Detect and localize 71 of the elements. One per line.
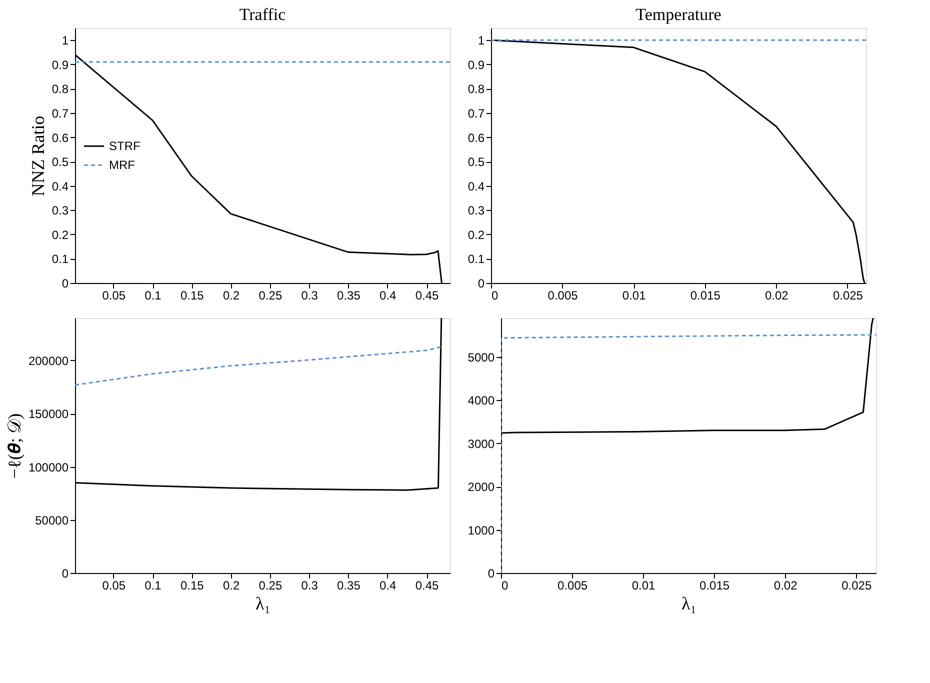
x-tick-label: 0.01: [622, 288, 646, 302]
y-tick-label: 3000: [468, 436, 495, 451]
y-tick-label: 0: [62, 276, 69, 290]
y-axis-title: NNZ Ratio: [28, 116, 48, 196]
x-tick-label: 0.35: [337, 578, 361, 592]
y-tick-label: 0.5: [52, 155, 69, 170]
x-tick-label: 0.01: [632, 578, 656, 592]
y-tick-label: 1000: [468, 523, 495, 538]
y-tick-label: 0.2: [52, 228, 69, 242]
x-tick-label: 0.1: [144, 288, 162, 302]
x-tick-label: 0.1: [144, 578, 162, 592]
y-tick-label: 4000: [468, 394, 495, 408]
y-tick-label: 0.5: [468, 155, 485, 170]
y-tick-label: 0.1: [468, 252, 485, 266]
x-tick-label: 0.02: [774, 578, 798, 592]
y-tick-label: 0.6: [52, 130, 69, 145]
x-tick-label: 0.05: [102, 578, 126, 592]
x-tick-label: 0.02: [764, 288, 789, 302]
legend-label: STRF: [109, 139, 140, 154]
y-tick-label: 0: [488, 566, 495, 580]
x-axis-title: λ₁: [255, 594, 271, 614]
x-tick-label: 0.15: [180, 288, 204, 302]
y-tick-label: 200000: [28, 354, 69, 368]
y-tick-label: 1: [478, 34, 485, 48]
y-tick-label: 0.4: [468, 179, 485, 194]
y-tick-label: 0.6: [468, 130, 485, 145]
x-tick-label: 0.025: [842, 578, 872, 592]
chart-title: Temperature: [636, 5, 722, 24]
y-tick-label: 1: [62, 34, 69, 48]
y-tick-label: 0.9: [52, 58, 69, 72]
y-tick-label: 0: [62, 566, 69, 580]
y-tick-label: 150000: [28, 407, 69, 422]
y-tick-label: 5000: [468, 350, 495, 364]
y-tick-label: 0.9: [468, 58, 485, 72]
y-tick-label: 0.2: [468, 228, 485, 242]
x-tick-label: 0.15: [180, 578, 204, 592]
y-tick-label: 0.4: [52, 179, 69, 194]
x-tick-label: 0.025: [832, 288, 864, 302]
x-axis-title: λ₁: [681, 594, 697, 614]
y-tick-label: 0.8: [468, 82, 485, 96]
x-tick-label: 0.005: [558, 578, 588, 592]
x-tick-label: 0.2: [222, 578, 240, 592]
legend-label: MRF: [109, 158, 135, 172]
x-tick-label: 0.005: [548, 288, 578, 302]
x-tick-label: 0.3: [301, 288, 318, 302]
y-tick-label: 0.3: [52, 204, 69, 218]
y-tick-label: 2000: [468, 480, 495, 494]
y-tick-label: 50000: [35, 513, 69, 528]
chart-title: Traffic: [239, 5, 286, 24]
y-tick-label: 100000: [28, 460, 69, 474]
x-tick-label: 0.25: [258, 288, 282, 302]
x-tick-label: 0.3: [301, 578, 318, 592]
x-tick-label: 0.2: [222, 288, 240, 302]
x-tick-label: 0.4: [380, 578, 397, 592]
y-tick-label: 0: [478, 276, 485, 290]
y-tick-label: 0.7: [52, 106, 69, 120]
y-axis-title: −ℓ(𝜽; 𝒟): [4, 413, 24, 479]
x-tick-label: 0: [502, 578, 508, 592]
line-series: [75, 346, 443, 386]
x-tick-label: 0.015: [690, 288, 721, 302]
x-tick-label: 0.45: [415, 288, 440, 302]
y-tick-label: 0.3: [468, 204, 485, 218]
x-tick-label: 0.35: [337, 288, 361, 302]
x-tick-label: 0.015: [700, 578, 730, 592]
x-tick-label: 0.25: [258, 578, 282, 592]
y-tick-label: 0.1: [52, 252, 69, 266]
x-tick-label: 0.4: [380, 288, 397, 302]
x-tick-label: 0.05: [102, 288, 126, 302]
x-tick-label: 0.45: [415, 578, 440, 592]
y-tick-label: 0.7: [468, 106, 485, 120]
y-tick-label: 0.8: [52, 82, 69, 96]
